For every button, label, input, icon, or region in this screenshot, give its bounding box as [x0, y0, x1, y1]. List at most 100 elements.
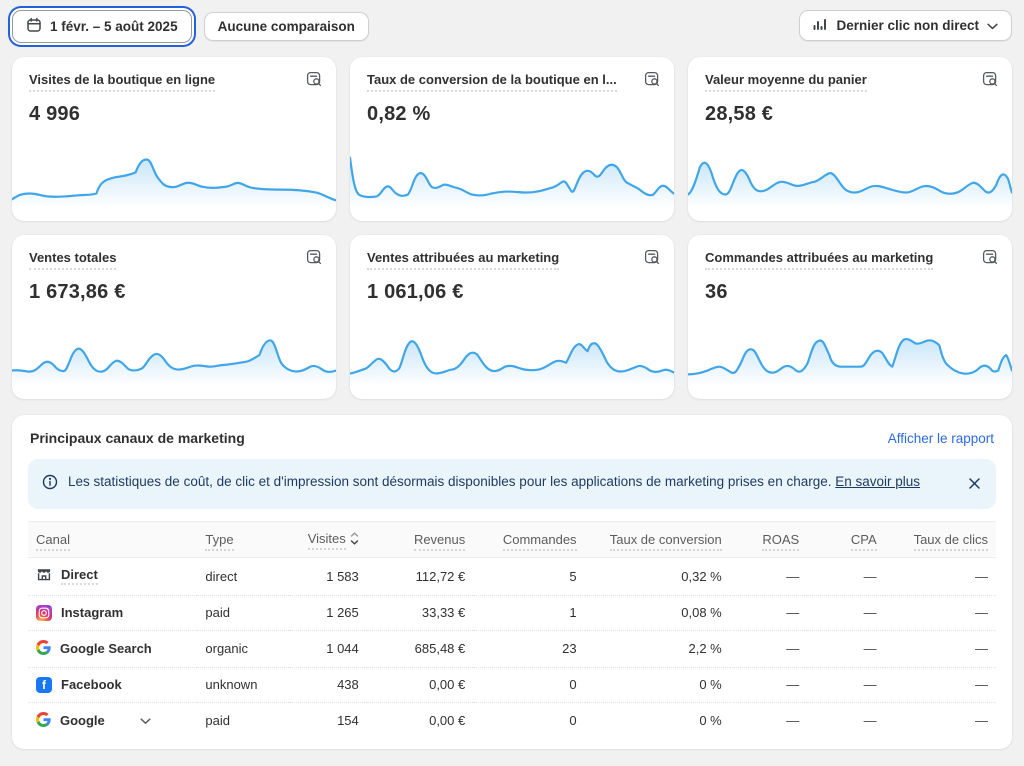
table-row-direct[interactable]: Direct direct 1 583 112,72 € 5 0,32 % — … [28, 557, 996, 596]
metric-value: 0,82 % [367, 103, 431, 125]
channel-name: Instagram [61, 605, 124, 621]
cell-commandes: 23 [473, 630, 585, 668]
view-report-icon[interactable] [306, 249, 323, 269]
google-icon [36, 711, 51, 730]
header-type[interactable]: Type [197, 520, 290, 558]
sparkline-chart [350, 328, 674, 386]
metric-value: 1 673,86 € [29, 281, 126, 303]
google-icon [36, 639, 51, 658]
cell-cpa: — [807, 630, 885, 668]
close-icon[interactable] [969, 474, 980, 496]
metric-title: Visites de la boutique en ligne [29, 72, 216, 92]
cell-roas: — [786, 713, 800, 729]
metric-value: 4 996 [29, 103, 81, 125]
header-taux-conversion[interactable]: Taux de conversion [584, 520, 730, 558]
cell-clics: — [884, 595, 996, 631]
table-row-facebook[interactable]: f Facebook unknown 438 0,00 € 0 0 % — — … [28, 667, 996, 703]
cell-cpa: — [807, 557, 885, 596]
table-row-google[interactable]: Google paid 154 0,00 € 0 0 % — — — [28, 702, 996, 739]
sparkline-chart [688, 150, 1012, 208]
sparkline-chart [12, 150, 336, 208]
cell-roas: — [729, 667, 808, 703]
header-canal[interactable]: Canal [28, 520, 198, 558]
view-report-icon[interactable] [982, 249, 999, 269]
cell-visites: 154 [337, 713, 359, 729]
view-report-icon[interactable] [644, 249, 661, 269]
cell-visites: 438 [289, 667, 367, 703]
view-report-icon[interactable] [306, 71, 323, 91]
header-revenus[interactable]: Revenus [366, 520, 474, 558]
cell-conversion: 0 % [584, 667, 730, 703]
marketing-channels-table: Canal Type Visites Revenus Commandes Tau… [28, 520, 996, 739]
channel-type: organic [197, 630, 290, 668]
comparison-button[interactable]: Aucune comparaison [203, 12, 369, 41]
metric-title: Valeur moyenne du panier [705, 72, 867, 92]
cell-revenus: 0,00 € [429, 713, 466, 729]
header-visites[interactable]: Visites [289, 520, 367, 558]
metric-cards-grid: Visites de la boutique en ligne 4 996 Ta… [0, 43, 1024, 399]
channel-type: unknown [197, 667, 290, 703]
table-header-row: Canal Type Visites Revenus Commandes Tau… [28, 520, 996, 558]
cell-cpa: — [863, 713, 877, 729]
metric-card-visites: Visites de la boutique en ligne 4 996 [12, 57, 336, 221]
metric-title: Commandes attribuées au marketing [705, 250, 934, 270]
cell-clics: — [884, 667, 996, 703]
calendar-icon [26, 17, 42, 36]
storefront-icon [36, 567, 52, 586]
metric-card-panier: Valeur moyenne du panier 28,58 € [688, 57, 1012, 221]
info-banner: Les statistiques de coût, de clic et d'i… [28, 459, 996, 509]
cell-commandes: 1 [473, 595, 585, 631]
banner-learn-more-link[interactable]: En savoir plus [835, 474, 921, 489]
marketing-channels-card: Principaux canaux de marketing Afficher … [12, 415, 1012, 749]
metric-title: Ventes totales [29, 250, 117, 270]
cell-conversion: 0 % [699, 713, 722, 729]
cell-cpa: — [807, 667, 885, 703]
cell-revenus: 0,00 € [366, 667, 474, 703]
cell-visites: 1 265 [289, 595, 367, 631]
channel-name: Facebook [61, 677, 122, 693]
date-range-button[interactable]: 1 févr. – 5 août 2025 [12, 10, 192, 43]
cell-clics: — [884, 630, 996, 668]
cell-conversion: 0,08 % [584, 595, 730, 631]
comparison-label: Aucune comparaison [217, 19, 355, 34]
cell-cpa: — [807, 595, 885, 631]
facebook-icon: f [36, 676, 52, 693]
cell-roas: — [729, 630, 808, 668]
header-taux-clics[interactable]: Taux de clics [884, 520, 996, 558]
topbar: 1 févr. – 5 août 2025 Aucune comparaison… [0, 0, 1024, 43]
metric-card-conversion: Taux de conversion de la boutique en l..… [350, 57, 674, 221]
header-commandes[interactable]: Commandes [473, 520, 585, 558]
cell-visites: 1 583 [289, 557, 367, 596]
metric-card-ventes-totales: Ventes totales 1 673,86 € [12, 235, 336, 399]
cell-revenus: 685,48 € [366, 630, 474, 668]
channel-name: Direct [61, 567, 98, 586]
chevron-down-icon [987, 18, 998, 33]
view-report-link[interactable]: Afficher le rapport [887, 430, 994, 446]
channel-type: direct [197, 557, 290, 596]
header-roas[interactable]: ROAS [729, 520, 808, 558]
info-icon [42, 474, 58, 497]
channel-name: Google Search [60, 641, 152, 657]
channel-type: paid [197, 595, 290, 631]
cell-roas: — [729, 595, 808, 631]
cell-clics: — [884, 557, 996, 596]
header-cpa[interactable]: CPA [807, 520, 885, 558]
channel-name: Google [60, 713, 105, 729]
section-title: Principaux canaux de marketing [30, 430, 245, 446]
table-row-google-search[interactable]: Google Search organic 1 044 685,48 € 23 … [28, 630, 996, 668]
view-report-icon[interactable] [982, 71, 999, 91]
table-row-instagram[interactable]: Instagram paid 1 265 33,33 € 1 0,08 % — … [28, 595, 996, 631]
cell-revenus: 33,33 € [366, 595, 474, 631]
channel-type: paid [205, 713, 230, 729]
attribution-model-button[interactable]: Dernier clic non direct [799, 10, 1012, 41]
view-report-icon[interactable] [644, 71, 661, 91]
cell-conversion: 0,32 % [584, 557, 730, 596]
metric-card-commandes-marketing: Commandes attribuées au marketing 36 [688, 235, 1012, 399]
metric-card-ventes-marketing: Ventes attribuées au marketing 1 061,06 … [350, 235, 674, 399]
sparkline-chart [688, 328, 1012, 386]
sort-icon[interactable] [350, 532, 359, 548]
metric-title: Taux de conversion de la boutique en l..… [367, 72, 617, 92]
metric-title: Ventes attribuées au marketing [367, 250, 560, 270]
sparkline-chart [350, 150, 674, 208]
expand-chevron-icon[interactable] [140, 713, 151, 728]
